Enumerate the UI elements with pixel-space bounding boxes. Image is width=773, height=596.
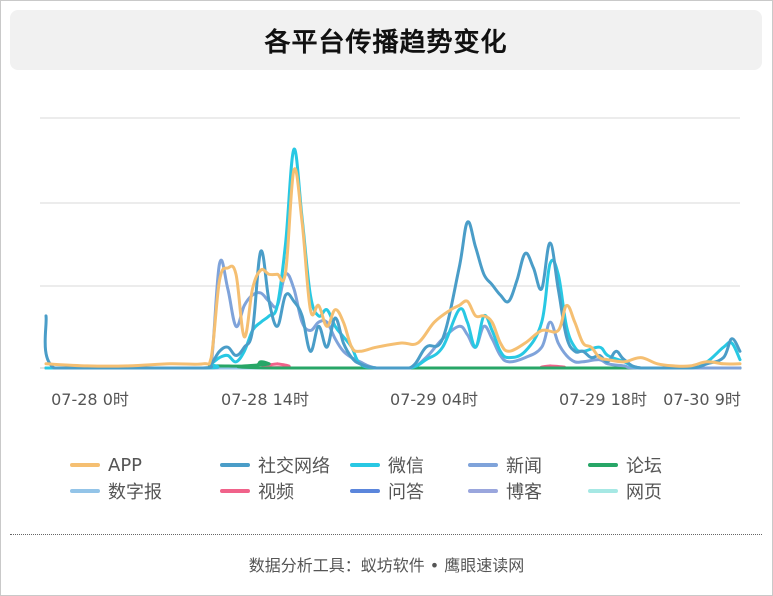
legend-swatch [220, 463, 250, 467]
legend-swatch [468, 463, 498, 467]
legend-item[interactable]: 微信 [350, 452, 424, 478]
footer-credit: 数据分析工具：蚁坊软件 • 鹰眼速读网 [248, 556, 525, 575]
legend-label: 博客 [506, 482, 542, 503]
legend-label: 数字报 [108, 482, 162, 503]
series-line-2 [43, 220, 742, 370]
legend-label: 微信 [388, 456, 424, 477]
legend-swatch [220, 489, 250, 493]
footer-divider [10, 534, 762, 535]
legend-swatch [70, 463, 100, 467]
legend-item[interactable]: 论坛 [588, 452, 662, 478]
legend-swatch [350, 489, 380, 493]
series-line-1 [44, 167, 742, 368]
title-bar: 各平台传播趋势变化 [10, 10, 762, 70]
legend-swatch [588, 463, 618, 467]
legend-item[interactable]: 网页 [588, 478, 662, 504]
x-tick-label: 07-30 9时 [663, 390, 741, 409]
x-tick-label: 07-29 04时 [390, 390, 478, 409]
legend-item[interactable]: 数字报 [70, 478, 162, 504]
legend-swatch [350, 463, 380, 467]
legend-item[interactable]: APP [70, 452, 142, 478]
legend-item[interactable]: 视频 [220, 478, 294, 504]
chart-legend: APP 社交网络 微信 新闻 论坛数字报 视频 问答 博客 网页 [70, 452, 710, 506]
x-tick-label: 07-28 0时 [51, 390, 129, 409]
legend-swatch [70, 489, 100, 493]
legend-item[interactable]: 博客 [468, 478, 542, 504]
legend-label: 论坛 [626, 456, 662, 477]
legend-label: 网页 [626, 482, 662, 503]
x-tick-label: 07-28 14时 [221, 390, 309, 409]
series-line-3 [44, 147, 742, 370]
legend-swatch [588, 489, 618, 493]
legend-label: 问答 [388, 482, 424, 503]
legend-label: 视频 [258, 482, 294, 503]
legend-item[interactable]: 问答 [350, 478, 424, 504]
chart-title: 各平台传播趋势变化 [264, 27, 508, 58]
legend-label: APP [108, 454, 143, 476]
series-line-4 [44, 258, 742, 370]
legend-item[interactable]: 新闻 [468, 452, 542, 478]
legend-swatch [468, 489, 498, 493]
legend-label: 新闻 [506, 456, 542, 477]
legend-label: 社交网络 [258, 456, 330, 477]
x-tick-label: 07-29 18时 [559, 390, 647, 409]
legend-item[interactable]: 社交网络 [220, 452, 330, 478]
